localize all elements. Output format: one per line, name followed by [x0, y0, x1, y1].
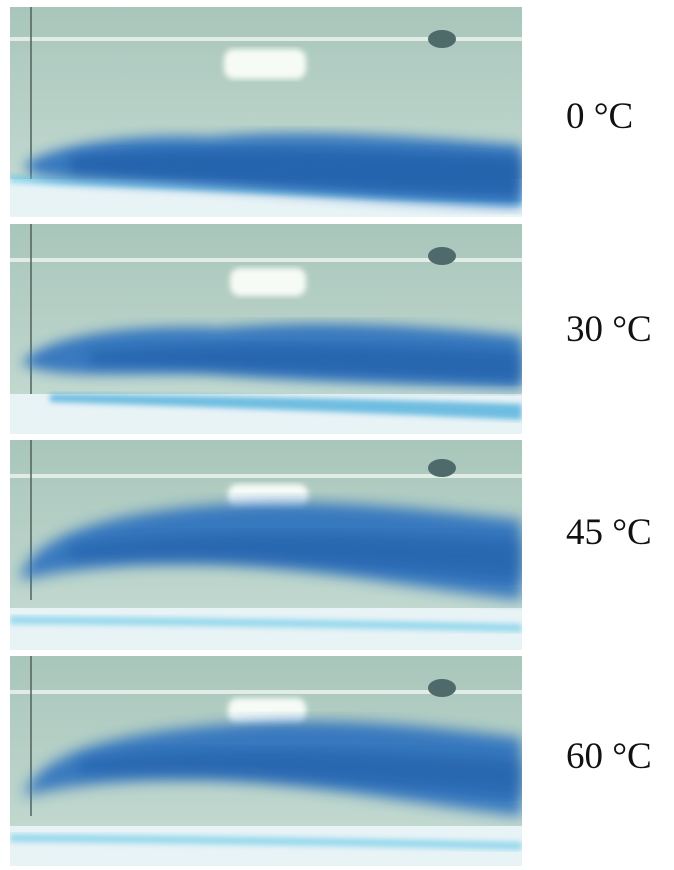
temperature-label-60c: 60 °C [566, 736, 652, 777]
photo-panel-45c [10, 440, 522, 650]
photo-panel-60c [10, 656, 522, 866]
temperature-label-0c: 0 °C [566, 96, 634, 137]
photo-panel-30c [10, 224, 522, 434]
photo-panel-0c [10, 7, 522, 217]
temperature-label-45c: 45 °C [566, 512, 652, 553]
temperature-label-30c: 30 °C [566, 309, 652, 350]
